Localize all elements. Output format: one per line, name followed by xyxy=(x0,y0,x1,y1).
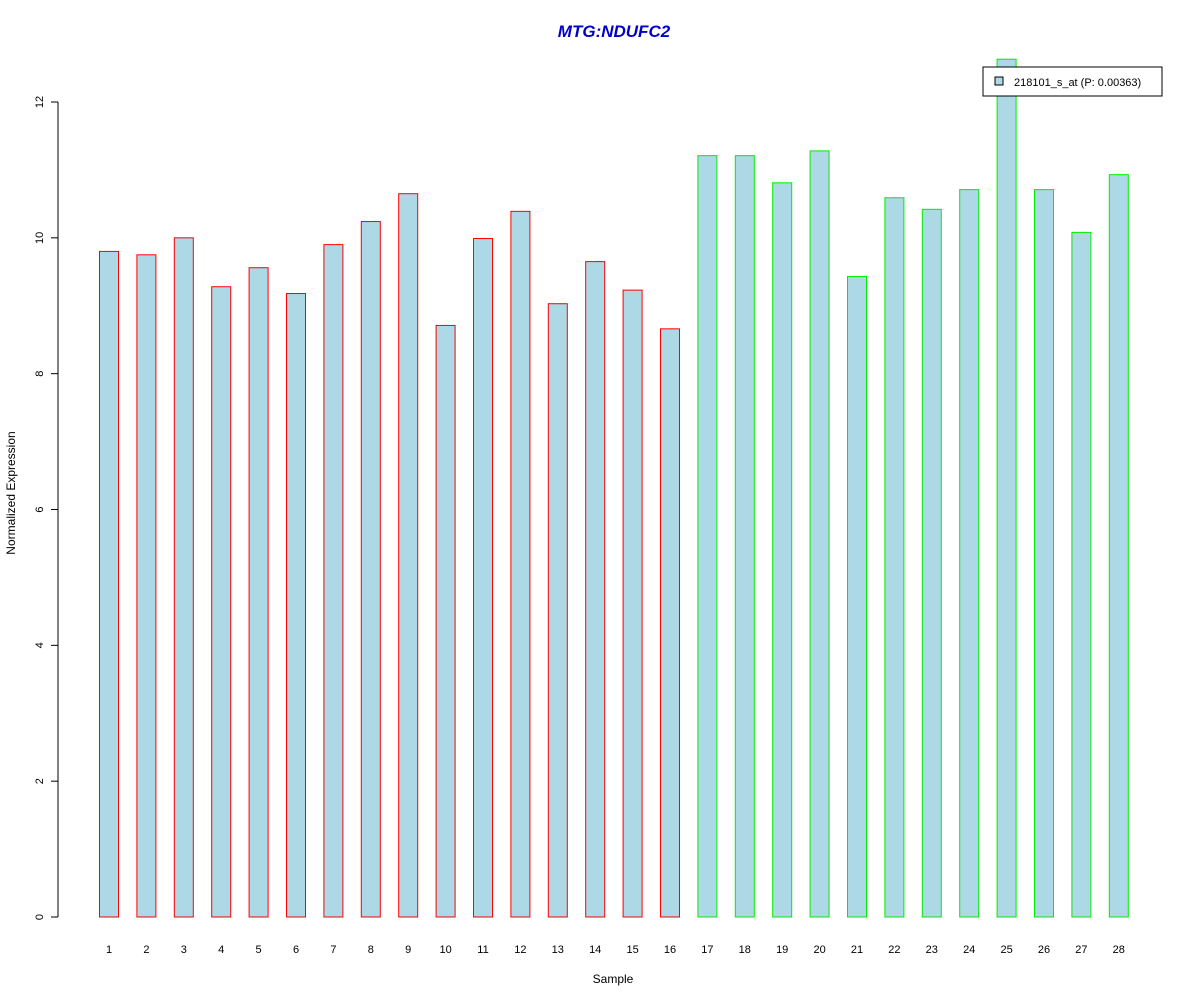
bar-sample-13 xyxy=(547,303,568,918)
y-tick-label: 8 xyxy=(34,371,46,377)
x-tick-label: 11 xyxy=(477,944,488,956)
bar-sample-17 xyxy=(697,155,718,918)
legend-label: 218101_s_at (P: 0.00363) xyxy=(1014,77,1141,89)
bar-sample-15 xyxy=(622,289,643,918)
x-tick-label: 9 xyxy=(405,944,411,956)
y-tick-label: 2 xyxy=(34,778,46,784)
bar-sample-21 xyxy=(847,276,867,918)
x-tick-label: 14 xyxy=(589,944,601,956)
bar-sample-23 xyxy=(921,208,942,918)
y-tick-label: 12 xyxy=(34,96,46,108)
y-tick-label: 6 xyxy=(34,506,46,512)
x-tick-label: 7 xyxy=(330,944,336,956)
x-tick-label: 21 xyxy=(851,944,863,956)
legend: 218101_s_at (P: 0.00363) xyxy=(982,66,1163,97)
bar-sample-7 xyxy=(323,244,344,918)
legend-swatch xyxy=(994,76,1004,86)
x-tick-label: 16 xyxy=(664,944,676,956)
x-tick-label: 4 xyxy=(218,944,224,956)
bar-sample-18 xyxy=(734,155,755,918)
x-tick-label: 12 xyxy=(514,944,526,956)
x-tick-label: 20 xyxy=(813,944,825,956)
x-tick-label: 6 xyxy=(293,944,299,956)
bar-sample-2 xyxy=(136,254,157,918)
chart-title: MTG:NDUFC2 xyxy=(558,22,671,41)
y-tick-label: 10 xyxy=(34,232,46,244)
bars xyxy=(99,58,1129,918)
x-tick-label: 2 xyxy=(143,944,149,956)
bar-sample-10 xyxy=(435,324,456,918)
x-tick-label: 13 xyxy=(552,944,564,956)
bar-sample-12 xyxy=(510,210,531,918)
x-tick-label: 25 xyxy=(1000,944,1012,956)
bar-sample-19 xyxy=(772,182,793,918)
bar-sample-22 xyxy=(884,197,905,918)
bar-sample-6 xyxy=(286,293,306,918)
x-tick-label: 8 xyxy=(368,944,374,956)
legend-box xyxy=(982,66,1163,97)
bar-sample-20 xyxy=(809,150,830,918)
y-tick-label: 0 xyxy=(34,914,46,920)
x-tick-label: 27 xyxy=(1075,944,1087,956)
bar-sample-9 xyxy=(398,193,419,918)
bar-sample-11 xyxy=(473,238,493,918)
bar-sample-27 xyxy=(1071,231,1092,918)
x-tick-label: 19 xyxy=(776,944,788,956)
x-tick-label: 18 xyxy=(739,944,751,956)
x-tick-label: 28 xyxy=(1113,944,1125,956)
bar-sample-16 xyxy=(660,328,680,918)
x-tick-label: 26 xyxy=(1038,944,1050,956)
bar-sample-5 xyxy=(248,267,269,918)
bar-sample-4 xyxy=(211,286,232,918)
x-tick-label: 3 xyxy=(181,944,187,956)
x-tick-label: 24 xyxy=(963,944,975,956)
x-tick-label: 17 xyxy=(701,944,713,956)
x-axis-label: Sample xyxy=(593,972,634,986)
bar-sample-14 xyxy=(585,261,606,918)
x-tick-label: 22 xyxy=(888,944,900,956)
x-tick-label: 15 xyxy=(626,944,638,956)
bar-sample-1 xyxy=(99,250,119,918)
bar-sample-8 xyxy=(360,221,381,918)
bar-sample-3 xyxy=(173,237,194,918)
x-tick-label: 10 xyxy=(439,944,451,956)
bar-sample-26 xyxy=(1034,189,1054,918)
bar-sample-28 xyxy=(1108,174,1129,918)
y-axis: 0 2 4 6 8 10 12 xyxy=(34,96,59,920)
x-tick-label: 5 xyxy=(256,944,262,956)
x-tick-label: 1 xyxy=(106,944,112,956)
x-tick-label: 23 xyxy=(926,944,938,956)
bar-sample-24 xyxy=(959,189,980,918)
y-axis-label: Normalized Expression xyxy=(4,431,18,554)
y-tick-label: 4 xyxy=(34,642,46,648)
bar-sample-25 xyxy=(996,58,1017,918)
x-tick-labels: 1 2 3 4 5 6 7 8 9 10 11 12 13 14 15 16 17 18 19 20 21 22 23 24 2… xyxy=(106,944,1125,956)
